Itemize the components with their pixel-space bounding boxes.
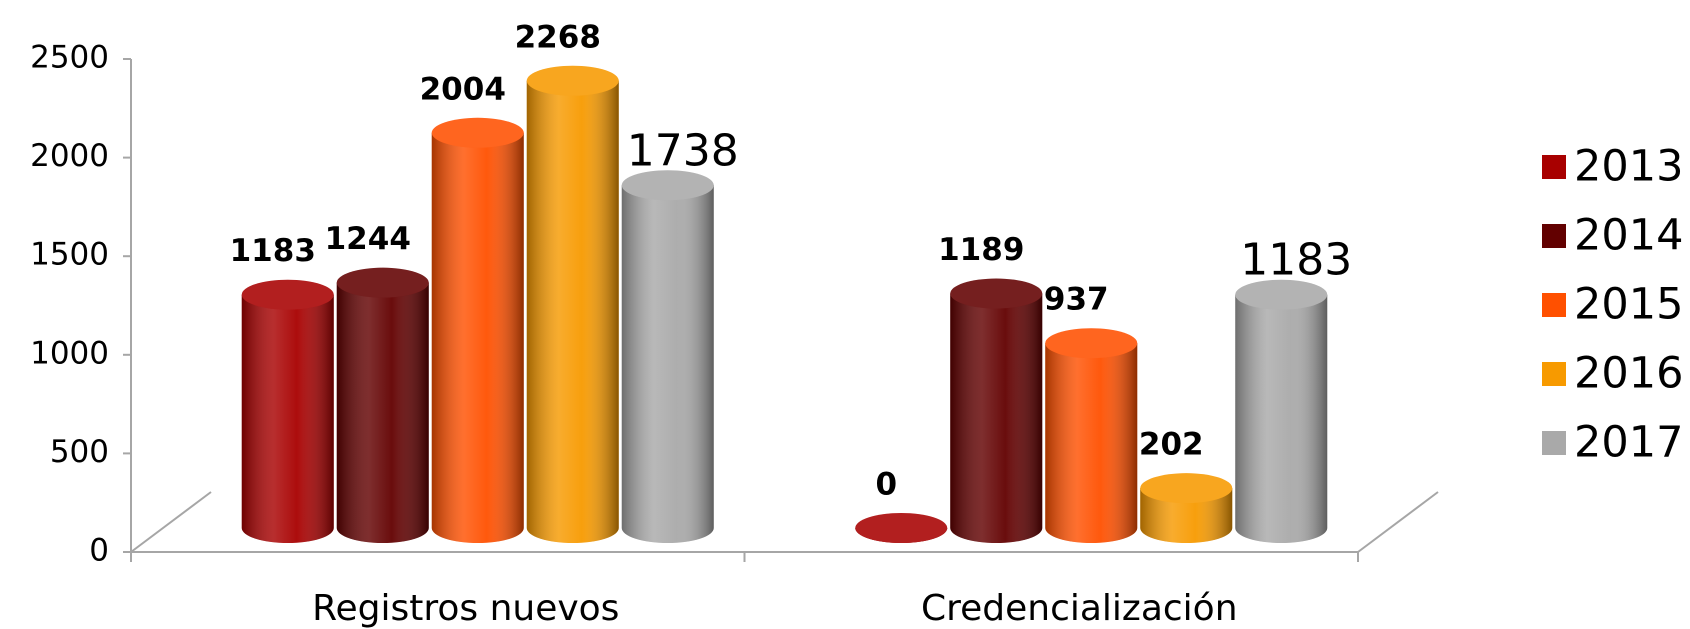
data-label: 1738 xyxy=(627,125,739,176)
bar-top-shade xyxy=(1235,279,1328,310)
bar-top-shade xyxy=(241,279,334,310)
bar-top-shade xyxy=(1045,328,1138,359)
legend-label: 2017 xyxy=(1574,418,1683,468)
bar-top xyxy=(1235,279,1328,310)
legend-label: 2014 xyxy=(1574,211,1683,261)
bar-shade xyxy=(336,282,429,543)
data-label: 1189 xyxy=(938,232,1024,268)
bar-top xyxy=(950,278,1043,309)
legend-swatch xyxy=(1542,155,1566,179)
data-label: 2004 xyxy=(420,71,506,107)
bar-top xyxy=(1045,328,1138,359)
bar-top-shade xyxy=(526,65,619,96)
legend-label: 2015 xyxy=(1574,280,1683,330)
bar-top xyxy=(855,513,948,543)
bar-top xyxy=(621,170,714,201)
bar-top-shade xyxy=(336,267,429,298)
bar-top-shade xyxy=(950,278,1043,309)
y-tick-label: 2500 xyxy=(30,40,109,76)
bar-top-shade xyxy=(855,513,948,543)
legend-swatch xyxy=(1542,362,1566,386)
data-label: 1244 xyxy=(325,221,411,257)
bar-top xyxy=(336,267,429,298)
bar-shade xyxy=(950,293,1043,543)
bar-top xyxy=(1140,473,1233,504)
bar-shade xyxy=(431,132,524,543)
legend-label: 2013 xyxy=(1574,142,1683,192)
data-label: 0 xyxy=(875,467,897,503)
data-label: 1183 xyxy=(1240,235,1352,286)
x-tick-label: Credencialización xyxy=(921,588,1238,629)
legend-label: 2016 xyxy=(1574,349,1683,399)
bar-top xyxy=(241,279,334,310)
bar-shade xyxy=(621,185,714,543)
bar-shade xyxy=(1140,488,1233,543)
bar-top-shade xyxy=(431,117,524,148)
y-tick-label: 0 xyxy=(89,533,109,569)
y-tick-label: 500 xyxy=(50,434,109,470)
bar-top xyxy=(431,117,524,148)
bar-top-shade xyxy=(1140,473,1233,504)
y-tick-label: 2000 xyxy=(30,138,109,174)
y-tick-label: 1500 xyxy=(30,237,109,273)
data-label: 2268 xyxy=(515,19,601,55)
floor-edge xyxy=(130,491,212,553)
data-label: 937 xyxy=(1044,282,1109,318)
legend-swatch xyxy=(1542,431,1566,455)
legend-swatch xyxy=(1542,293,1566,317)
y-tick-label: 1000 xyxy=(30,335,109,371)
bar-top-shade xyxy=(621,170,714,201)
bar-top xyxy=(526,65,619,96)
bar-shade xyxy=(1045,343,1138,543)
data-label: 1183 xyxy=(230,233,316,269)
bar-shade xyxy=(1235,294,1328,543)
bar-shade xyxy=(526,80,619,543)
data-label: 202 xyxy=(1139,427,1204,463)
x-tick-label: Registros nuevos xyxy=(312,588,619,629)
legend-swatch xyxy=(1542,224,1566,248)
bar-shade xyxy=(241,294,334,543)
floor-edge xyxy=(1357,491,1439,553)
